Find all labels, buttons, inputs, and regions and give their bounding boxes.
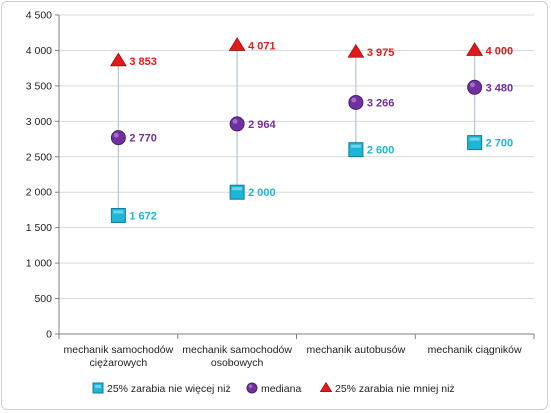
- data-label: 3 853: [129, 56, 157, 68]
- triangle-point: [347, 43, 365, 58]
- y-tick-label: 3 500: [26, 80, 52, 92]
- circle-point: [229, 116, 245, 132]
- x-category-label: mechanik samochodów ciężarowych: [64, 344, 174, 369]
- data-label: 4 000: [486, 45, 514, 57]
- circle-point-highlight: [232, 118, 238, 124]
- y-tick-label: 500: [34, 293, 52, 305]
- gridlines: [59, 14, 534, 300]
- axes: 0 500 1 000 1 500 2 000 2 500 3 000 3 500 4 000 4…: [26, 10, 535, 369]
- square-point-highlight: [469, 137, 480, 141]
- y-tick-label: 4 000: [26, 45, 52, 57]
- data-labels: 1 672 2 000 2 600 2 700 2 770 2 964 3 266 3 480…: [129, 40, 513, 222]
- legend: 25% zarabia nie więcej niż mediana 25% zar…: [92, 381, 455, 395]
- data-label: 4 071: [248, 40, 276, 52]
- data-label: 2 770: [129, 133, 157, 145]
- data-label: 3 975: [367, 47, 395, 59]
- square-point-highlight: [350, 144, 361, 148]
- legend-label: mediana: [261, 383, 301, 395]
- data-label: 3 480: [486, 82, 514, 94]
- legend-triangle-icon: [319, 381, 333, 393]
- data-marks: [109, 37, 484, 223]
- legend-circle-icon-highlight: [248, 384, 253, 388]
- y-tick-label: 1 500: [26, 222, 52, 234]
- x-category-label: mechanik ciągników: [428, 344, 522, 356]
- x-category-label: mechanik autobusów: [307, 344, 406, 356]
- triangle-point: [228, 37, 246, 51]
- y-tick-label: 2 500: [26, 151, 52, 163]
- triangle-point: [109, 52, 127, 67]
- y-tick-label: 0: [46, 329, 52, 341]
- data-label: 1 672: [129, 210, 157, 222]
- data-label: 3 266: [367, 97, 395, 109]
- triangle-point: [466, 42, 484, 56]
- data-label: 2 600: [367, 145, 395, 157]
- legend-circle-icon: [246, 382, 258, 394]
- circle-point-highlight: [113, 132, 119, 138]
- data-label: 2 000: [248, 187, 276, 199]
- circle-point-highlight: [351, 97, 357, 103]
- circle-point-highlight: [470, 82, 475, 88]
- circle-point: [467, 79, 483, 95]
- y-tick-label: 2 000: [26, 187, 52, 199]
- circle-point: [348, 94, 364, 110]
- y-tick-label: 1 000: [26, 258, 52, 270]
- range-lines: [117, 45, 476, 216]
- data-label: 2 700: [486, 138, 514, 150]
- legend-label: 25% zarabia nie mniej niż: [335, 383, 455, 395]
- data-label: 2 964: [248, 119, 276, 131]
- square-point-highlight: [113, 210, 124, 214]
- x-category-label: mechanik samochodów osobowych: [182, 344, 292, 369]
- y-tick-label: 3 000: [26, 116, 52, 128]
- y-tick-label: 4 500: [26, 10, 52, 22]
- circle-point: [110, 130, 126, 146]
- square-point-highlight: [232, 187, 243, 191]
- legend-label: 25% zarabia nie więcej niż: [107, 383, 231, 395]
- legend-square-icon-highlight: [95, 385, 101, 388]
